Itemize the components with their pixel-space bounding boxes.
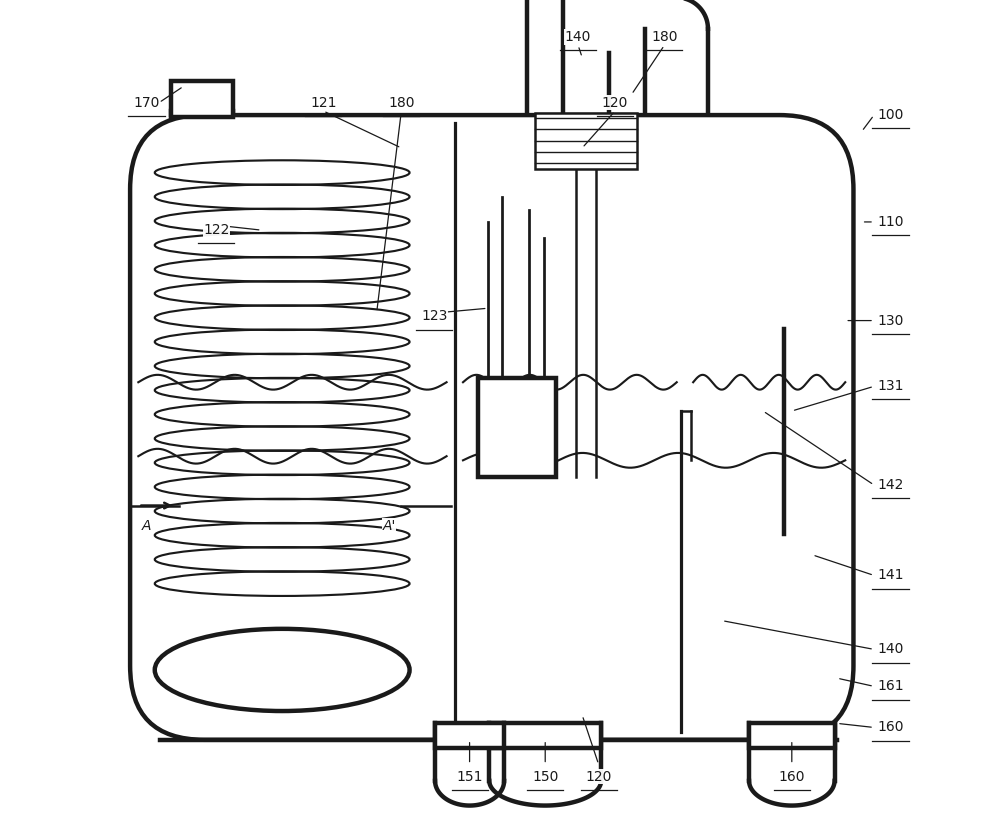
Text: 180: 180 xyxy=(388,95,415,110)
Text: A': A' xyxy=(382,519,396,533)
Bar xyxy=(435,723,504,748)
Text: 140: 140 xyxy=(565,30,591,44)
Bar xyxy=(478,378,556,477)
Text: 110: 110 xyxy=(877,215,904,229)
FancyBboxPatch shape xyxy=(130,115,853,740)
Text: 121: 121 xyxy=(310,95,337,110)
Text: 130: 130 xyxy=(877,313,904,328)
Text: 141: 141 xyxy=(877,568,904,583)
Text: 120: 120 xyxy=(602,95,628,110)
Text: 161: 161 xyxy=(877,679,904,694)
Text: 122: 122 xyxy=(203,223,230,238)
Text: 100: 100 xyxy=(877,108,904,122)
Text: 180: 180 xyxy=(651,30,678,44)
Text: 170: 170 xyxy=(133,95,160,110)
Text: 123: 123 xyxy=(421,309,447,324)
Text: 120: 120 xyxy=(585,769,612,784)
Ellipse shape xyxy=(155,629,410,711)
Bar xyxy=(171,81,233,117)
Text: 131: 131 xyxy=(877,379,904,394)
Text: 151: 151 xyxy=(456,769,483,784)
Text: 150: 150 xyxy=(532,769,558,784)
Text: 142: 142 xyxy=(877,478,904,492)
Text: 140: 140 xyxy=(877,642,904,657)
Bar xyxy=(749,723,835,748)
Text: 160: 160 xyxy=(877,720,904,735)
Text: A: A xyxy=(142,519,151,533)
Bar xyxy=(489,723,601,748)
Text: 160: 160 xyxy=(779,769,805,784)
Bar xyxy=(535,113,637,169)
